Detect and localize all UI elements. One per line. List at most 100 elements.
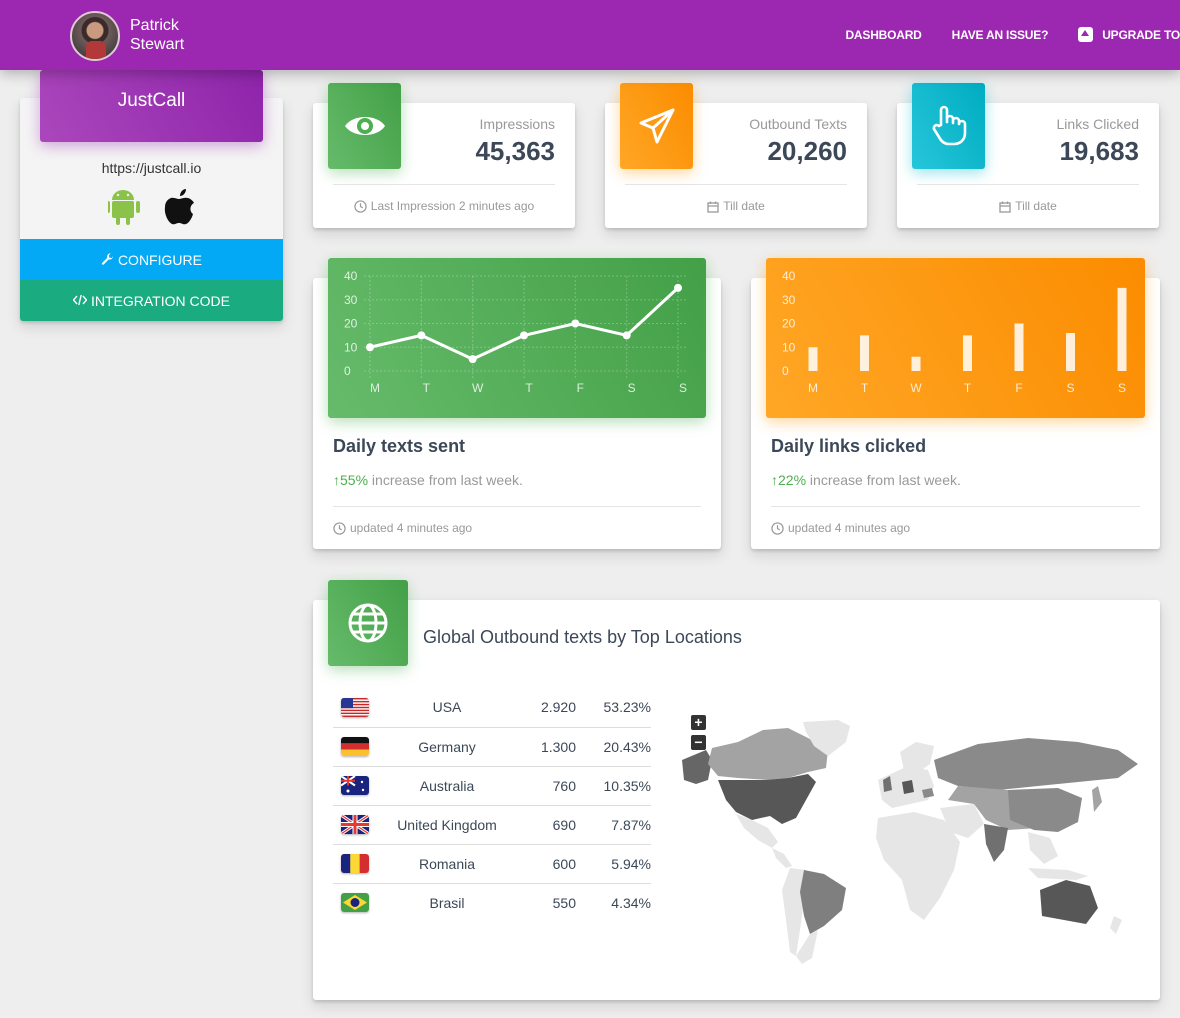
map-germany (902, 780, 914, 794)
data-point[interactable] (417, 331, 426, 340)
location-value: 550 (552, 894, 576, 911)
location-percent: 10.35% (576, 766, 651, 806)
daily-texts-card: 0 10 20 30 40 M T W T F S S Daily texts sent ↑55% i… (313, 258, 721, 549)
y-tick-label: 0 (344, 364, 351, 378)
bar[interactable] (1117, 287, 1127, 371)
map-canada (708, 728, 828, 780)
clock-icon (771, 522, 784, 535)
links-clicked-card: Links Clicked 19,683 Till date (897, 83, 1159, 228)
bar[interactable] (911, 356, 921, 371)
wrench-icon (101, 253, 114, 265)
map-japan (1092, 786, 1102, 812)
map-scandinavia (900, 742, 934, 774)
zoom-out-button[interactable]: − (691, 735, 706, 750)
arrow-up-icon: ↑ (333, 472, 340, 488)
map-central-america (772, 848, 792, 868)
flag-au-icon (341, 776, 369, 795)
data-point[interactable] (674, 283, 682, 292)
location-row: Germany 1.300 20.43% (333, 727, 651, 767)
map-greenland (803, 720, 850, 756)
user-name[interactable]: Patrick Stewart (130, 17, 185, 53)
stat-value: 19,683 (1059, 136, 1139, 166)
change-text: increase from last week. (806, 472, 961, 488)
platform-icons (108, 189, 194, 225)
divider (625, 184, 847, 185)
stat-label: Outbound Texts (749, 116, 847, 132)
locations-table: USA 2.920 53.23% Germany 1.300 20.43% Australi… (333, 688, 651, 922)
bar[interactable] (808, 347, 818, 371)
stat-footer: Till date (897, 199, 1159, 213)
y-tick-label: 30 (782, 293, 796, 307)
map-middle-east (940, 804, 984, 838)
x-tick-label: T (423, 381, 431, 395)
data-point[interactable] (571, 319, 580, 328)
location-value: 1.300 (506, 727, 576, 767)
location-value: 690 (506, 805, 576, 845)
data-point[interactable] (622, 331, 631, 340)
location-country: Brasil (429, 894, 465, 911)
nav-issue-link[interactable]: HAVE AN ISSUE? (951, 27, 1049, 42)
bar[interactable] (963, 335, 972, 371)
y-tick-label: 10 (344, 340, 358, 354)
y-tick-label: 30 (344, 293, 358, 307)
daily-links-card: 0 10 20 30 40 M T W T F S S Daily links clicked ↑22… (751, 258, 1160, 549)
flag-de-icon (341, 737, 369, 756)
location-row: Romania 600 5.94% (333, 844, 651, 884)
nav-upgrade-label: UPGRADE TO (1102, 27, 1180, 42)
map-usa (718, 774, 816, 824)
world-map[interactable] (678, 720, 1148, 970)
divider (333, 506, 701, 507)
bar[interactable] (860, 335, 869, 371)
integration-code-button[interactable]: INTEGRATION CODE (20, 280, 283, 321)
bar[interactable] (1066, 333, 1075, 371)
x-tick-label: W (472, 381, 484, 395)
android-icon (108, 190, 140, 225)
daily-links-chart: 0 10 20 30 40 M T W T F S S (766, 258, 1145, 418)
location-percent: 5.94% (576, 844, 651, 884)
stat-footer-text: Till date (723, 199, 765, 213)
map-new-zealand (1110, 916, 1122, 934)
divider (771, 506, 1140, 507)
flag-us-icon (341, 697, 369, 717)
location-percent: 7.87% (576, 805, 651, 845)
stat-footer: Till date (605, 199, 867, 213)
flag-br-icon (341, 893, 369, 913)
change-percent: 22% (778, 472, 807, 488)
x-tick-label: F (1015, 381, 1022, 395)
map-southeast-asia (1028, 832, 1058, 864)
stat-value: 20,260 (767, 136, 847, 166)
avatar[interactable] (70, 11, 120, 61)
chart-footer: updated 4 minutes ago (771, 521, 910, 535)
location-row: USA 2.920 53.23% (333, 688, 651, 728)
impressions-card: Impressions 45,363 Last Impression 2 min… (313, 83, 575, 228)
zoom-in-button[interactable]: + (691, 715, 706, 730)
location-percent: 4.34% (611, 894, 651, 911)
code-icon (72, 294, 88, 306)
map-south-america-south (796, 930, 818, 964)
configure-button[interactable]: CONFIGURE (20, 239, 283, 280)
data-point[interactable] (366, 343, 374, 352)
location-country: United Kingdom (388, 805, 506, 845)
location-row: Brasil 550 4.34% (333, 883, 651, 922)
x-tick-label: F (577, 381, 584, 395)
stat-label: Impressions (479, 116, 555, 132)
location-value: 600 (506, 844, 576, 884)
app-url[interactable]: https://justcall.io (101, 160, 202, 176)
upgrade-icon (1078, 27, 1094, 42)
nav-upgrade-link[interactable]: UPGRADE TO (1078, 27, 1180, 42)
data-point[interactable] (520, 331, 528, 340)
map-india (984, 824, 1008, 862)
x-tick-label: W (910, 381, 922, 395)
configure-label: CONFIGURE (117, 251, 202, 268)
data-point[interactable] (468, 355, 477, 364)
y-tick-label: 20 (782, 317, 796, 331)
chart-title: Daily texts sent (333, 436, 466, 456)
x-tick-label: T (964, 381, 972, 395)
nav-dashboard-link[interactable]: DASHBOARD (845, 27, 922, 42)
line-chart: 0 10 20 30 40 M T W T F S S (344, 269, 687, 395)
map-south-america-west (782, 868, 806, 956)
bar[interactable] (1014, 323, 1024, 372)
top-navbar: Patrick Stewart DASHBOARD HAVE AN ISSUE?… (0, 0, 1180, 70)
x-tick-label: M (370, 381, 380, 395)
map-uk (883, 776, 892, 792)
